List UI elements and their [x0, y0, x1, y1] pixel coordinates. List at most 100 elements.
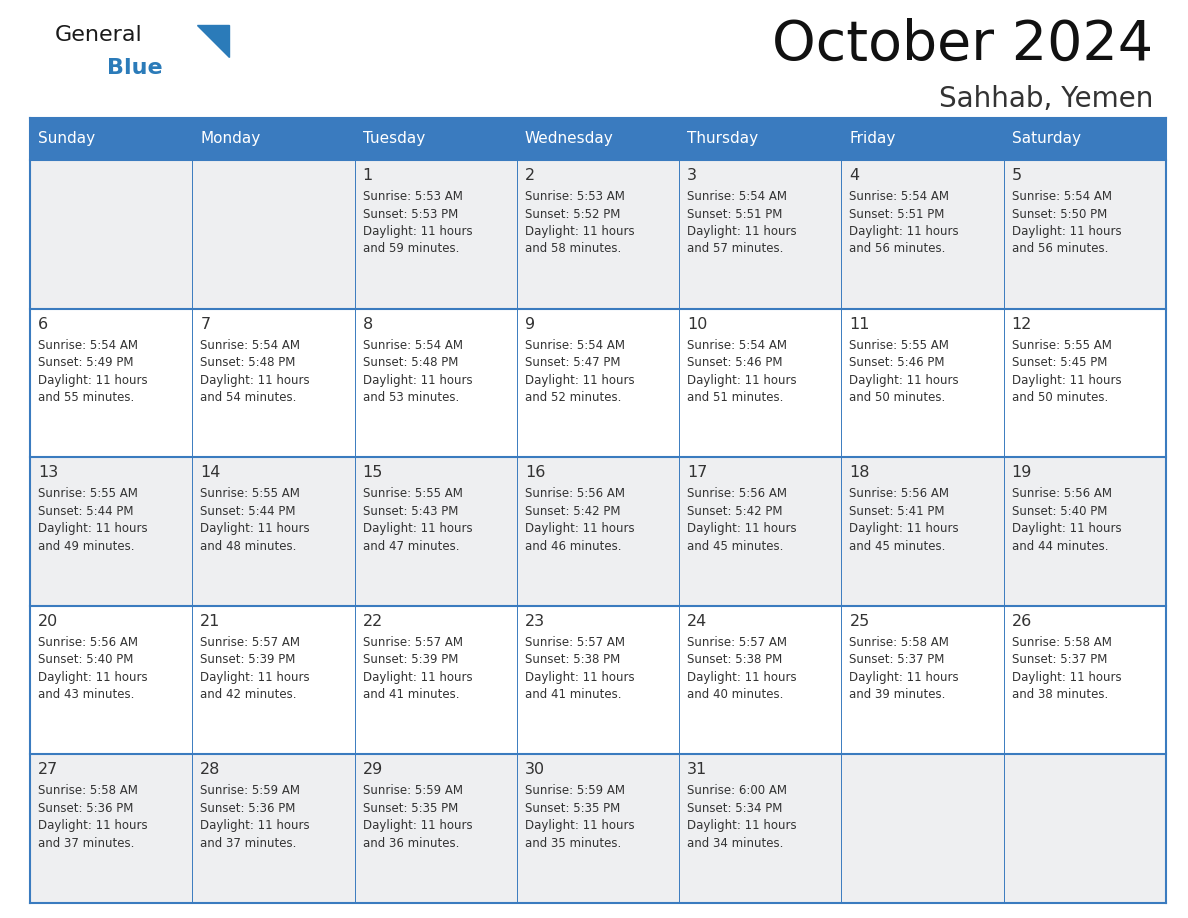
Bar — [192, 308, 354, 457]
Text: Sunrise: 5:59 AM
Sunset: 5:36 PM
Daylight: 11 hours
and 37 minutes.: Sunrise: 5:59 AM Sunset: 5:36 PM Dayligh… — [201, 784, 310, 850]
Text: Sahhab, Yemen: Sahhab, Yemen — [939, 85, 1154, 113]
Text: General: General — [55, 25, 143, 45]
Text: Sunrise: 5:55 AM
Sunset: 5:44 PM
Daylight: 11 hours
and 48 minutes.: Sunrise: 5:55 AM Sunset: 5:44 PM Dayligh… — [201, 487, 310, 553]
Text: Sunrise: 5:55 AM
Sunset: 5:44 PM
Daylight: 11 hours
and 49 minutes.: Sunrise: 5:55 AM Sunset: 5:44 PM Dayligh… — [38, 487, 147, 553]
Bar — [517, 755, 680, 903]
Bar — [680, 755, 841, 903]
Text: 6: 6 — [38, 317, 49, 331]
Text: Sunrise: 5:58 AM
Sunset: 5:36 PM
Daylight: 11 hours
and 37 minutes.: Sunrise: 5:58 AM Sunset: 5:36 PM Dayligh… — [38, 784, 147, 850]
Text: Sunrise: 5:57 AM
Sunset: 5:39 PM
Daylight: 11 hours
and 42 minutes.: Sunrise: 5:57 AM Sunset: 5:39 PM Dayligh… — [201, 636, 310, 701]
Bar — [192, 118, 354, 160]
Bar — [1004, 160, 1165, 308]
Text: 29: 29 — [362, 763, 383, 778]
Bar — [841, 755, 1004, 903]
Text: Sunrise: 5:54 AM
Sunset: 5:50 PM
Daylight: 11 hours
and 56 minutes.: Sunrise: 5:54 AM Sunset: 5:50 PM Dayligh… — [1012, 190, 1121, 255]
Bar — [517, 308, 680, 457]
Bar — [517, 606, 680, 755]
Bar — [192, 457, 354, 606]
Bar — [841, 160, 1004, 308]
Text: 23: 23 — [525, 614, 545, 629]
Text: Sunrise: 5:54 AM
Sunset: 5:46 PM
Daylight: 11 hours
and 51 minutes.: Sunrise: 5:54 AM Sunset: 5:46 PM Dayligh… — [687, 339, 797, 404]
Bar — [841, 118, 1004, 160]
Text: 17: 17 — [687, 465, 708, 480]
Bar — [680, 160, 841, 308]
Text: 30: 30 — [525, 763, 545, 778]
Text: 5: 5 — [1012, 168, 1022, 183]
Bar — [1004, 755, 1165, 903]
Text: Sunrise: 5:54 AM
Sunset: 5:51 PM
Daylight: 11 hours
and 56 minutes.: Sunrise: 5:54 AM Sunset: 5:51 PM Dayligh… — [849, 190, 959, 255]
Text: Friday: Friday — [849, 131, 896, 147]
Text: Sunrise: 5:57 AM
Sunset: 5:38 PM
Daylight: 11 hours
and 40 minutes.: Sunrise: 5:57 AM Sunset: 5:38 PM Dayligh… — [687, 636, 797, 701]
Text: 8: 8 — [362, 317, 373, 331]
Text: 15: 15 — [362, 465, 383, 480]
Text: 1: 1 — [362, 168, 373, 183]
Text: 19: 19 — [1012, 465, 1032, 480]
Text: 20: 20 — [38, 614, 58, 629]
Text: Sunrise: 5:54 AM
Sunset: 5:49 PM
Daylight: 11 hours
and 55 minutes.: Sunrise: 5:54 AM Sunset: 5:49 PM Dayligh… — [38, 339, 147, 404]
Text: 18: 18 — [849, 465, 870, 480]
Bar — [1004, 118, 1165, 160]
Bar — [354, 308, 517, 457]
Text: Sunrise: 5:55 AM
Sunset: 5:46 PM
Daylight: 11 hours
and 50 minutes.: Sunrise: 5:55 AM Sunset: 5:46 PM Dayligh… — [849, 339, 959, 404]
Text: Sunrise: 5:55 AM
Sunset: 5:43 PM
Daylight: 11 hours
and 47 minutes.: Sunrise: 5:55 AM Sunset: 5:43 PM Dayligh… — [362, 487, 472, 553]
Text: 7: 7 — [201, 317, 210, 331]
Polygon shape — [197, 25, 229, 57]
Text: 31: 31 — [687, 763, 707, 778]
Text: Sunrise: 5:54 AM
Sunset: 5:48 PM
Daylight: 11 hours
and 54 minutes.: Sunrise: 5:54 AM Sunset: 5:48 PM Dayligh… — [201, 339, 310, 404]
Bar — [354, 160, 517, 308]
Text: Sunrise: 5:56 AM
Sunset: 5:40 PM
Daylight: 11 hours
and 43 minutes.: Sunrise: 5:56 AM Sunset: 5:40 PM Dayligh… — [38, 636, 147, 701]
Text: Sunrise: 5:54 AM
Sunset: 5:51 PM
Daylight: 11 hours
and 57 minutes.: Sunrise: 5:54 AM Sunset: 5:51 PM Dayligh… — [687, 190, 797, 255]
Bar — [30, 606, 192, 755]
Bar — [1004, 606, 1165, 755]
Text: Wednesday: Wednesday — [525, 131, 614, 147]
Text: Monday: Monday — [201, 131, 260, 147]
Text: 12: 12 — [1012, 317, 1032, 331]
Text: Sunrise: 5:55 AM
Sunset: 5:45 PM
Daylight: 11 hours
and 50 minutes.: Sunrise: 5:55 AM Sunset: 5:45 PM Dayligh… — [1012, 339, 1121, 404]
Text: Sunrise: 5:54 AM
Sunset: 5:47 PM
Daylight: 11 hours
and 52 minutes.: Sunrise: 5:54 AM Sunset: 5:47 PM Dayligh… — [525, 339, 634, 404]
Bar — [1004, 308, 1165, 457]
Text: Sunday: Sunday — [38, 131, 95, 147]
Text: 2: 2 — [525, 168, 535, 183]
Text: Thursday: Thursday — [687, 131, 758, 147]
Bar — [30, 118, 192, 160]
Text: Sunrise: 5:56 AM
Sunset: 5:40 PM
Daylight: 11 hours
and 44 minutes.: Sunrise: 5:56 AM Sunset: 5:40 PM Dayligh… — [1012, 487, 1121, 553]
Text: 11: 11 — [849, 317, 870, 331]
Text: Sunrise: 5:58 AM
Sunset: 5:37 PM
Daylight: 11 hours
and 38 minutes.: Sunrise: 5:58 AM Sunset: 5:37 PM Dayligh… — [1012, 636, 1121, 701]
Bar — [517, 457, 680, 606]
Bar — [30, 160, 192, 308]
Text: 25: 25 — [849, 614, 870, 629]
Bar — [517, 160, 680, 308]
Bar — [192, 606, 354, 755]
Text: Sunrise: 5:53 AM
Sunset: 5:53 PM
Daylight: 11 hours
and 59 minutes.: Sunrise: 5:53 AM Sunset: 5:53 PM Dayligh… — [362, 190, 472, 255]
Bar — [841, 457, 1004, 606]
Text: Sunrise: 5:59 AM
Sunset: 5:35 PM
Daylight: 11 hours
and 35 minutes.: Sunrise: 5:59 AM Sunset: 5:35 PM Dayligh… — [525, 784, 634, 850]
Text: Sunrise: 5:54 AM
Sunset: 5:48 PM
Daylight: 11 hours
and 53 minutes.: Sunrise: 5:54 AM Sunset: 5:48 PM Dayligh… — [362, 339, 472, 404]
Bar — [517, 118, 680, 160]
Text: 10: 10 — [687, 317, 708, 331]
Bar — [1004, 457, 1165, 606]
Text: Sunrise: 5:57 AM
Sunset: 5:38 PM
Daylight: 11 hours
and 41 minutes.: Sunrise: 5:57 AM Sunset: 5:38 PM Dayligh… — [525, 636, 634, 701]
Text: Sunrise: 5:56 AM
Sunset: 5:41 PM
Daylight: 11 hours
and 45 minutes.: Sunrise: 5:56 AM Sunset: 5:41 PM Dayligh… — [849, 487, 959, 553]
Text: 13: 13 — [38, 465, 58, 480]
Text: 28: 28 — [201, 763, 221, 778]
Bar — [192, 755, 354, 903]
Text: Sunrise: 6:00 AM
Sunset: 5:34 PM
Daylight: 11 hours
and 34 minutes.: Sunrise: 6:00 AM Sunset: 5:34 PM Dayligh… — [687, 784, 797, 850]
Text: 14: 14 — [201, 465, 221, 480]
Text: Saturday: Saturday — [1012, 131, 1081, 147]
Text: 4: 4 — [849, 168, 860, 183]
Bar — [680, 308, 841, 457]
Text: 21: 21 — [201, 614, 221, 629]
Bar — [680, 606, 841, 755]
Bar — [841, 606, 1004, 755]
Bar — [841, 308, 1004, 457]
Text: Sunrise: 5:56 AM
Sunset: 5:42 PM
Daylight: 11 hours
and 46 minutes.: Sunrise: 5:56 AM Sunset: 5:42 PM Dayligh… — [525, 487, 634, 553]
Bar — [354, 118, 517, 160]
Text: Sunrise: 5:53 AM
Sunset: 5:52 PM
Daylight: 11 hours
and 58 minutes.: Sunrise: 5:53 AM Sunset: 5:52 PM Dayligh… — [525, 190, 634, 255]
Bar — [354, 457, 517, 606]
Bar — [354, 755, 517, 903]
Text: Sunrise: 5:57 AM
Sunset: 5:39 PM
Daylight: 11 hours
and 41 minutes.: Sunrise: 5:57 AM Sunset: 5:39 PM Dayligh… — [362, 636, 472, 701]
Bar — [30, 755, 192, 903]
Text: Sunrise: 5:56 AM
Sunset: 5:42 PM
Daylight: 11 hours
and 45 minutes.: Sunrise: 5:56 AM Sunset: 5:42 PM Dayligh… — [687, 487, 797, 553]
Text: 27: 27 — [38, 763, 58, 778]
Text: Tuesday: Tuesday — [362, 131, 425, 147]
